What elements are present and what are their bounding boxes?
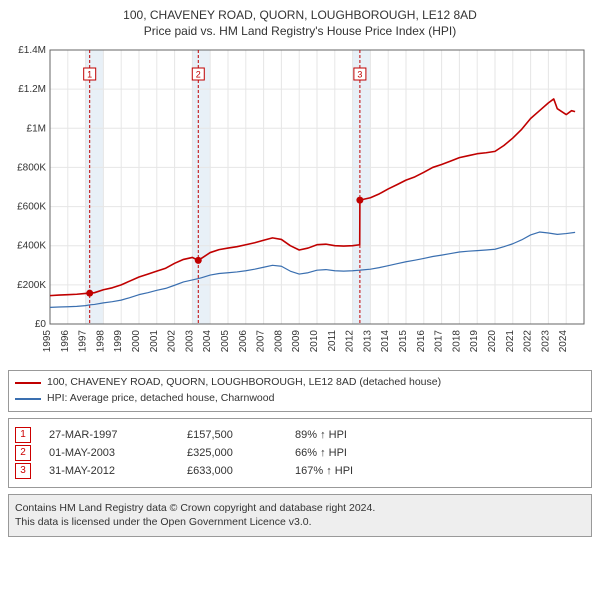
transaction-marker: 2 (15, 445, 31, 461)
y-tick-label: £1.2M (18, 84, 46, 95)
chart-container: £0 £200K £400K £600K £800K £1M £1.2M £1.4M 1995 1… (8, 44, 592, 364)
y-tick-label: £200K (17, 280, 46, 291)
transaction-marker-label: 2 (196, 70, 201, 80)
transaction-date: 27-MAR-1997 (49, 429, 169, 441)
footer-box: Contains HM Land Registry data © Crown c… (8, 494, 592, 537)
transaction-hpi: 89% ↑ HPI (295, 429, 347, 441)
x-tick-label: 2014 (380, 330, 391, 353)
x-tick-label: 2006 (238, 330, 249, 353)
x-tick-label: 2012 (345, 330, 356, 353)
transaction-marker: 3 (15, 463, 31, 479)
x-tick-label: 2019 (469, 330, 480, 353)
x-tick-label: 2022 (523, 330, 534, 353)
x-tick-label: 2009 (291, 330, 302, 353)
legend-swatch (15, 398, 41, 400)
y-tick-label: £0 (35, 319, 47, 330)
x-tick-label: 2020 (487, 330, 498, 353)
transaction-date: 01-MAY-2003 (49, 447, 169, 459)
transaction-row: 2 01-MAY-2003 £325,000 66% ↑ HPI (15, 445, 585, 461)
transaction-price: £325,000 (187, 447, 277, 459)
legend-label: 100, CHAVENEY ROAD, QUORN, LOUGHBOROUGH,… (47, 375, 441, 391)
legend-row: 100, CHAVENEY ROAD, QUORN, LOUGHBOROUGH,… (15, 375, 585, 391)
footer-line2: This data is licensed under the Open Gov… (15, 515, 585, 530)
x-tick-label: 2015 (398, 330, 409, 353)
x-tick-label: 2010 (309, 330, 320, 353)
y-tick-label: £600K (17, 202, 46, 213)
x-tick-label: 2008 (273, 330, 284, 353)
legend-row: HPI: Average price, detached house, Char… (15, 391, 585, 407)
x-tick-label: 2021 (505, 330, 516, 353)
x-tick-label: 2001 (149, 330, 160, 353)
x-tick-label: 2017 (434, 330, 445, 353)
x-tick-label: 2004 (202, 330, 213, 353)
transaction-marker: 1 (15, 427, 31, 443)
transaction-price: £157,500 (187, 429, 277, 441)
transaction-price: £633,000 (187, 465, 277, 477)
transactions-box: 1 27-MAR-1997 £157,500 89% ↑ HPI 2 01-MAY-200… (8, 418, 592, 488)
x-tick-label: 1997 (78, 330, 89, 353)
x-tick-label: 2023 (540, 330, 551, 353)
x-tick-label: 2007 (256, 330, 267, 353)
transaction-hpi: 167% ↑ HPI (295, 465, 353, 477)
transaction-row: 3 31-MAY-2012 £633,000 167% ↑ HPI (15, 463, 585, 479)
x-tick-label: 2003 (184, 330, 195, 353)
legend-swatch (15, 382, 41, 384)
transaction-marker-label: 3 (357, 70, 362, 80)
x-tick-label: 1995 (42, 330, 53, 353)
x-tick-label: 2005 (220, 330, 231, 353)
x-tick-label: 2018 (451, 330, 462, 353)
price-chart: £0 £200K £400K £600K £800K £1M £1.2M £1.4M 1995 1… (8, 44, 592, 364)
x-tick-label: 2011 (327, 330, 338, 352)
transaction-hpi: 66% ↑ HPI (295, 447, 347, 459)
x-tick-label: 2024 (558, 330, 569, 353)
x-tick-label: 2000 (131, 330, 142, 353)
y-tick-label: £400K (17, 241, 46, 252)
y-tick-label: £800K (17, 162, 46, 173)
footer-line1: Contains HM Land Registry data © Crown c… (15, 501, 585, 516)
x-tick-label: 2013 (362, 330, 373, 353)
y-tick-label: £1M (27, 123, 46, 134)
x-tick-label: 1996 (60, 330, 71, 353)
legend-label: HPI: Average price, detached house, Char… (47, 391, 274, 407)
transaction-row: 1 27-MAR-1997 £157,500 89% ↑ HPI (15, 427, 585, 443)
chart-titles: 100, CHAVENEY ROAD, QUORN, LOUGHBOROUGH,… (8, 8, 592, 38)
x-tick-label: 2016 (416, 330, 427, 353)
x-tick-label: 1999 (113, 330, 124, 353)
transaction-date: 31-MAY-2012 (49, 465, 169, 477)
y-tick-label: £1.4M (18, 45, 46, 56)
title-address: 100, CHAVENEY ROAD, QUORN, LOUGHBOROUGH,… (8, 8, 592, 22)
legend-box: 100, CHAVENEY ROAD, QUORN, LOUGHBOROUGH,… (8, 370, 592, 412)
title-subtitle: Price paid vs. HM Land Registry's House … (8, 24, 592, 38)
x-tick-label: 2002 (167, 330, 178, 353)
x-tick-label: 1998 (95, 330, 106, 353)
transaction-marker-label: 1 (87, 70, 92, 80)
